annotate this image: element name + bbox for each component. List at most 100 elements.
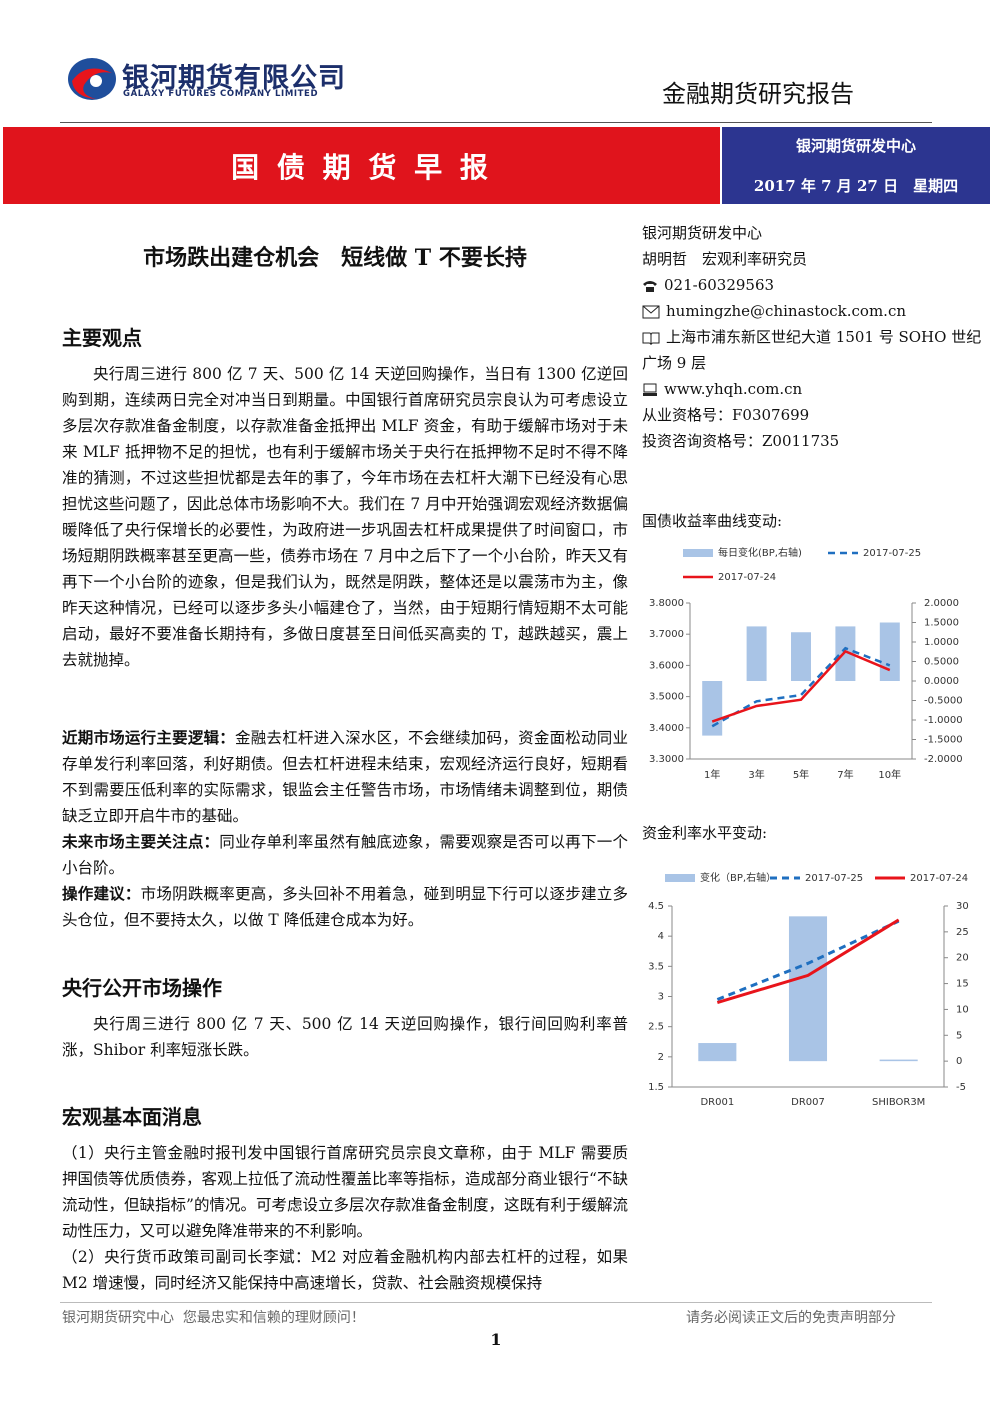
- footer-left: 银河期货研究中心 您最忠实和信赖的理财顾问！: [62, 1310, 365, 1326]
- report-date: 2017 年 7 月 27 日 星期四: [753, 177, 959, 195]
- contact-license: 从业资格号：F0307699: [642, 406, 810, 424]
- y2-tick-label: 0: [956, 1056, 962, 1067]
- point-text: 金融去杠杆进入深水区，不会继续加码，资金面松动同业存单发行利率回落，利好期债。但…: [62, 729, 628, 825]
- y2-tick-label: 10: [956, 1004, 969, 1015]
- contact-website: www.yhqh.com.cn: [664, 380, 803, 398]
- y-tick-label: 3: [658, 992, 664, 1003]
- legend-swatch: [665, 874, 695, 882]
- contact-advisory: 投资咨询资格号：Z0011735: [642, 432, 840, 450]
- pc-icon: [643, 383, 657, 396]
- point: 未来市场主要关注点：同业存单利率虽然有触底迹象，需要观察是否可以再下一个小台阶。: [62, 829, 628, 881]
- paragraph: 央行周三进行 800 亿 7 天、500 亿 14 天逆回购操作，银行间回购利率…: [62, 1015, 628, 1059]
- page-number: 1: [490, 1330, 502, 1349]
- section-heading: 主要观点: [62, 326, 142, 350]
- headline: 市场跌出建仓机会 短线做 T 不要长持: [143, 245, 527, 271]
- paragraph: 央行周三进行 800 亿 7 天、500 亿 14 天逆回购操作，当日有 130…: [62, 365, 628, 669]
- contact-web-row: www.yhqh.com.cn: [642, 376, 987, 402]
- legend-label: 2017-07-24: [718, 572, 776, 583]
- bar: [879, 1059, 918, 1062]
- points: 近期市场运行主要逻辑：金融去杠杆进入深水区，不会继续加码，资金面松动同业存单发行…: [62, 725, 628, 933]
- email-icon: [642, 305, 660, 319]
- chart-title: 资金利率水平变动:: [642, 824, 768, 842]
- contact-org: 银河期货研发中心: [642, 224, 763, 242]
- contact-email: humingzhe@chinastock.com.cn: [666, 302, 907, 320]
- footer-rule: [60, 1302, 932, 1303]
- legend-label: 变化（BP,右轴）: [700, 871, 776, 884]
- paragraph: （1）央行主管金融时报刊发中国银行首席研究员宗良文章称，由于 MLF 需要质押国…: [62, 1144, 628, 1240]
- legend-label: 每日变化(BP,右轴): [718, 546, 802, 559]
- y-tick-label: 1.5: [648, 1082, 664, 1093]
- point-text: 同业存单利率虽然有触底迹象，需要观察是否可以再下一个小台阶。: [62, 833, 628, 877]
- chart: 1.5 2 2.5 3 3.5 4 4.5 -5 0 5 10 15 20 25 30 DR001 DR007 S…: [648, 871, 969, 1108]
- x-tick-label: DR007: [791, 1097, 825, 1108]
- logo-en: GALAXY FUTURES COMPANY LIMITED: [123, 89, 319, 99]
- legend-label: 2017-07-25: [863, 548, 921, 559]
- contact-address-row: 上海市浦东新区世纪大道 1501 号 SOHO 世纪广场 9 层: [642, 324, 987, 376]
- x-tick-label: DR001: [700, 1097, 734, 1108]
- y2-tick-label: -2.0000: [924, 754, 963, 765]
- bar: [746, 626, 767, 681]
- point-text: 市场阴跌概率更高，多头回补不用着急，碰到明显下行可以逐步建立多头仓位，但不要持太…: [62, 885, 628, 929]
- y2-tick-label: 5: [956, 1030, 962, 1041]
- x-tick-label: 5年: [793, 768, 809, 781]
- point: 操作建议：市场阴跌概率更高，多头回补不用着急，碰到明显下行可以逐步建立多头仓位，…: [62, 881, 628, 933]
- y2-tick-label: -5: [956, 1082, 966, 1093]
- y2-tick-label: 2.0000: [924, 598, 959, 609]
- paragraph: （2）央行货币政策司副司长李斌：M2 对应着金融机构内部去杠杆的过程，如果 M2…: [62, 1248, 628, 1292]
- book-icon: [642, 332, 660, 346]
- logo-icon: [68, 58, 116, 100]
- contact-email-row: humingzhe@chinastock.com.cn: [642, 298, 987, 324]
- y-tick-label: 3.5: [648, 961, 664, 972]
- center-name: 银河期货研发中心: [795, 137, 916, 155]
- logo-cn: 银河期货有限公司: [122, 63, 346, 94]
- y2-tick-label: 0.5000: [924, 657, 959, 668]
- paragraphs: （1）央行主管金融时报刊发中国银行首席研究员宗良文章称，由于 MLF 需要质押国…: [62, 1140, 628, 1296]
- center-box: [722, 127, 990, 204]
- legend-swatch: [683, 549, 713, 557]
- contact-phone: 021-60329563: [664, 276, 775, 294]
- rule: [60, 122, 932, 123]
- y-tick-label: 4.5: [648, 901, 664, 912]
- series-line: [716, 919, 900, 1001]
- bar: [835, 626, 856, 681]
- point-label: 未来市场主要关注点：: [62, 832, 220, 851]
- bar: [879, 622, 900, 681]
- y-tick-label: 3.7000: [649, 629, 684, 640]
- y-tick-label: 3.4000: [649, 723, 684, 734]
- y-tick-label: 3.5000: [649, 692, 684, 703]
- section-heading: 央行公开市场操作: [62, 976, 222, 1000]
- point: 近期市场运行主要逻辑：金融去杠杆进入深水区，不会继续加码，资金面松动同业存单发行…: [62, 725, 628, 829]
- x-tick-label: SHIBOR3M: [872, 1097, 925, 1108]
- x-tick-label: 1年: [704, 768, 720, 781]
- y2-tick-label: 15: [956, 979, 969, 990]
- point-label: 近期市场运行主要逻辑：: [62, 728, 236, 747]
- contact: 银河期货研发中心 胡明哲 宏观利率研究员 021-60329563 huming…: [642, 220, 987, 454]
- contact-phone-row: 021-60329563: [642, 272, 987, 298]
- footer-right: 请务必阅读正文后的免责声明部分: [686, 1310, 896, 1326]
- y-tick-label: 4: [658, 931, 664, 942]
- section-heading: 宏观基本面消息: [62, 1105, 202, 1129]
- y2-tick-label: 1.5000: [924, 618, 959, 629]
- bar: [791, 632, 811, 681]
- y2-tick-label: 30: [956, 901, 969, 912]
- x-tick-label: 3年: [748, 768, 764, 781]
- x-tick-label: 10年: [878, 768, 901, 781]
- banner-title: 国 债 期 货 早 报: [231, 151, 492, 184]
- contact-author: 胡明哲 宏观利率研究员: [642, 250, 808, 268]
- y2-tick-label: 1.0000: [924, 637, 959, 648]
- x-tick-label: 7年: [837, 768, 853, 781]
- chart-title: 国债收益率曲线变动:: [642, 512, 783, 530]
- bar: [698, 1043, 737, 1062]
- y2-tick-label: -0.5000: [924, 696, 963, 707]
- y-tick-label: 3.6000: [649, 660, 684, 671]
- bar: [788, 916, 828, 1062]
- y2-tick-label: 25: [956, 927, 969, 938]
- y-tick-label: 2: [658, 1052, 664, 1063]
- series-line: [711, 649, 891, 723]
- y2-tick-label: -1.0000: [924, 715, 963, 726]
- y2-tick-label: 20: [956, 953, 969, 964]
- phone-icon: [643, 281, 657, 292]
- legend-label: 2017-07-24: [910, 873, 968, 884]
- chart: 3.3000 3.4000 3.5000 3.6000 3.7000 3.8000 -2.0…: [649, 546, 963, 781]
